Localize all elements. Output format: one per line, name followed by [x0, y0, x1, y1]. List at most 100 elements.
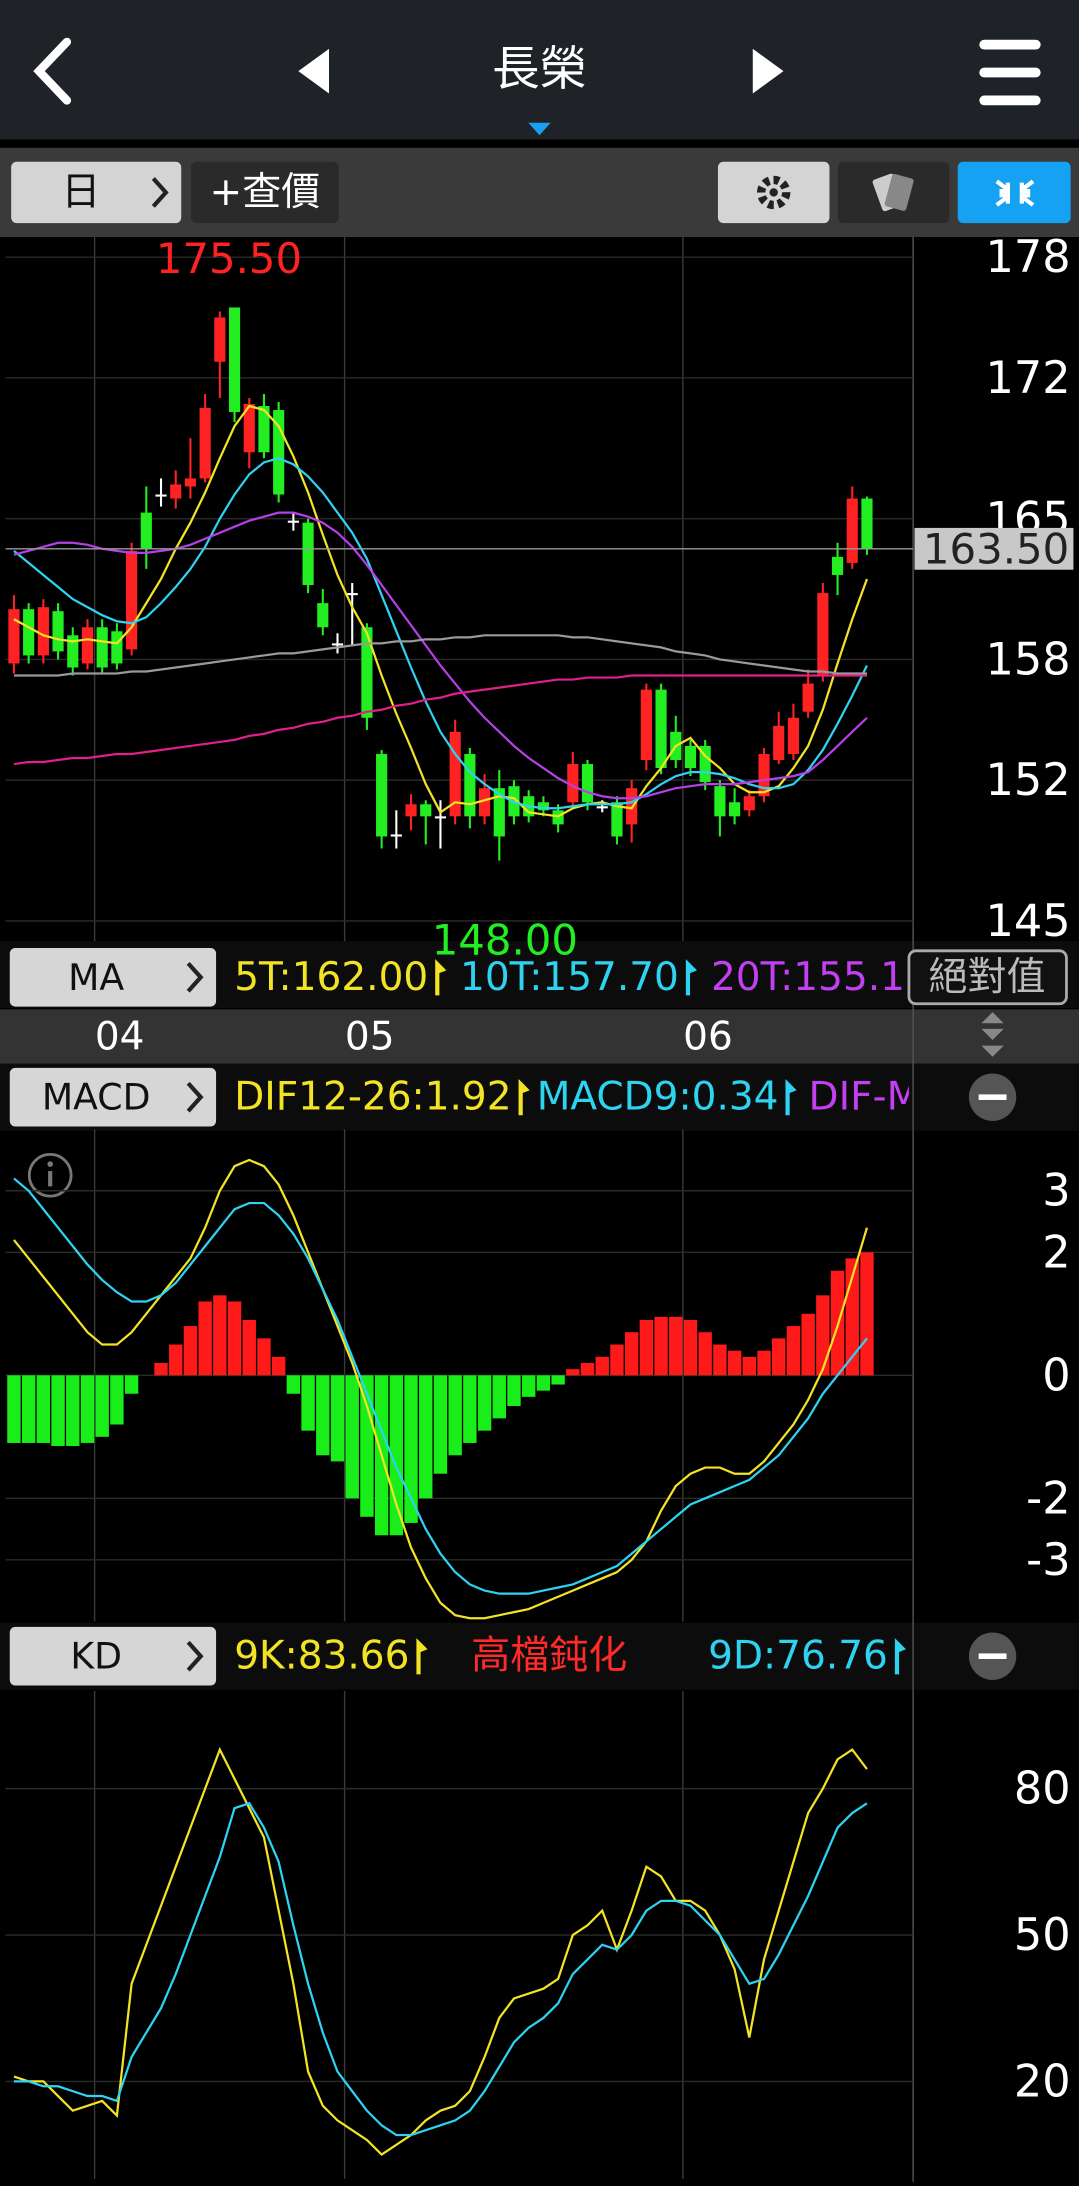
- candle-body: [773, 725, 785, 761]
- candle-body: [802, 683, 814, 712]
- legend-item: 9K:83.66: [234, 1634, 409, 1679]
- candle-body: [611, 802, 623, 837]
- indicator-line: [13, 511, 868, 800]
- kd-collapse[interactable]: [968, 1632, 1017, 1680]
- histogram-bar: [477, 1375, 492, 1431]
- candle-body: [714, 786, 726, 817]
- candle-body: [434, 816, 447, 819]
- histogram-bar: [683, 1319, 698, 1376]
- indicator-button[interactable]: MACD: [9, 1067, 217, 1127]
- y-tick-label: 0: [1042, 1349, 1070, 1401]
- title-indicator: [528, 122, 551, 136]
- candle-body: [729, 802, 741, 817]
- macd-collapse[interactable]: [968, 1073, 1017, 1121]
- stock-title: 長榮: [492, 42, 587, 97]
- toggle-label: 絕對值: [928, 955, 1045, 1000]
- histogram-bar: [566, 1369, 580, 1376]
- candle-body: [52, 611, 64, 652]
- histogram-bar: [772, 1338, 786, 1376]
- candle-body: [287, 520, 299, 523]
- candle-body: [567, 764, 579, 803]
- histogram-bar: [51, 1375, 65, 1447]
- candle-body: [787, 717, 800, 754]
- histogram-bar: [330, 1375, 345, 1462]
- candle-body: [846, 498, 858, 563]
- candle-body: [126, 550, 138, 650]
- legend-marker: [685, 959, 698, 996]
- candle-body: [758, 753, 770, 797]
- candle-body: [684, 745, 697, 769]
- indicator-line: [13, 457, 868, 810]
- histogram-bar: [183, 1326, 198, 1376]
- histogram-bar: [639, 1319, 654, 1376]
- legend: DIF12-26:1.92 MACD9:0.34 DIF-M: [234, 1075, 909, 1120]
- histogram-bar: [580, 1362, 595, 1376]
- rotate-button[interactable]: [837, 161, 950, 224]
- y-tick-label: 178: [986, 231, 1071, 283]
- button-chevron: [186, 961, 204, 993]
- histogram-bar: [271, 1356, 286, 1376]
- indicator-button[interactable]: MA: [9, 948, 217, 1007]
- histogram-bar: [698, 1332, 712, 1376]
- candle-body: [170, 484, 182, 499]
- y-tick-label: 2: [1042, 1226, 1070, 1278]
- histogram-bar: [95, 1375, 109, 1437]
- histogram-bar: [860, 1252, 874, 1376]
- top-bar: [0, 0, 1079, 140]
- histogram-bar: [624, 1332, 639, 1376]
- candle-body: [405, 804, 417, 817]
- menu-button[interactable]: [979, 39, 1041, 106]
- candle-body: [817, 593, 829, 676]
- next-button[interactable]: [752, 48, 784, 94]
- button-bg: [9, 1067, 217, 1127]
- histogram-bar: [110, 1375, 124, 1425]
- histogram-bar: [169, 1344, 183, 1376]
- legend-marker: [416, 1638, 428, 1675]
- indicator-line: [13, 1746, 868, 2157]
- candle-body: [831, 556, 844, 575]
- button-chevron: [186, 1640, 204, 1672]
- info-icon[interactable]: [27, 1152, 73, 1198]
- histogram-bar: [654, 1316, 668, 1376]
- indicator-button[interactable]: KD: [9, 1626, 217, 1686]
- toggle-bg: [907, 949, 1068, 1006]
- candle-body: [640, 689, 652, 761]
- histogram-bar: [801, 1313, 815, 1376]
- candle-body: [478, 788, 491, 817]
- settings-button[interactable]: [717, 161, 830, 224]
- y-tick-label: 20: [1014, 2055, 1071, 2107]
- legend-item: 高檔鈍化: [471, 1634, 627, 1679]
- fullscreen-button[interactable]: [957, 161, 1071, 224]
- back-button[interactable]: [33, 37, 72, 105]
- histogram-bar: [227, 1301, 242, 1376]
- histogram-bar: [610, 1344, 624, 1376]
- candle-body: [67, 635, 79, 668]
- candle-body: [376, 753, 388, 837]
- toggle-button[interactable]: 絕對值: [907, 949, 1068, 1006]
- histogram-bar: [21, 1375, 36, 1443]
- histogram-bar: [727, 1350, 742, 1376]
- candle-body: [258, 406, 270, 453]
- candle-body: [449, 731, 461, 817]
- legend-item: 9D:76.76: [708, 1634, 888, 1679]
- candle-body: [37, 607, 49, 656]
- resize-handle[interactable]: [981, 1012, 1004, 1057]
- histogram-bar: [448, 1375, 462, 1456]
- y-tick-label: 50: [1014, 1909, 1071, 1961]
- histogram-bar: [669, 1316, 683, 1376]
- period-button[interactable]: 日: [11, 161, 182, 224]
- histogram-bar: [257, 1338, 271, 1376]
- candle-body: [346, 593, 358, 596]
- histogram-bar: [242, 1319, 256, 1376]
- quote-button[interactable]: +查價: [190, 161, 339, 224]
- prev-button[interactable]: [298, 48, 329, 94]
- histogram-bar: [522, 1375, 536, 1397]
- histogram-bar: [463, 1375, 477, 1443]
- legend: 9K:83.66 高檔鈍化 9D:76.76: [234, 1634, 907, 1679]
- legend-marker: [435, 959, 447, 996]
- histogram-bar: [301, 1375, 315, 1431]
- candle-body: [302, 522, 314, 586]
- y-tick-label: -2: [1026, 1472, 1070, 1524]
- high-label: 175.50: [156, 234, 302, 283]
